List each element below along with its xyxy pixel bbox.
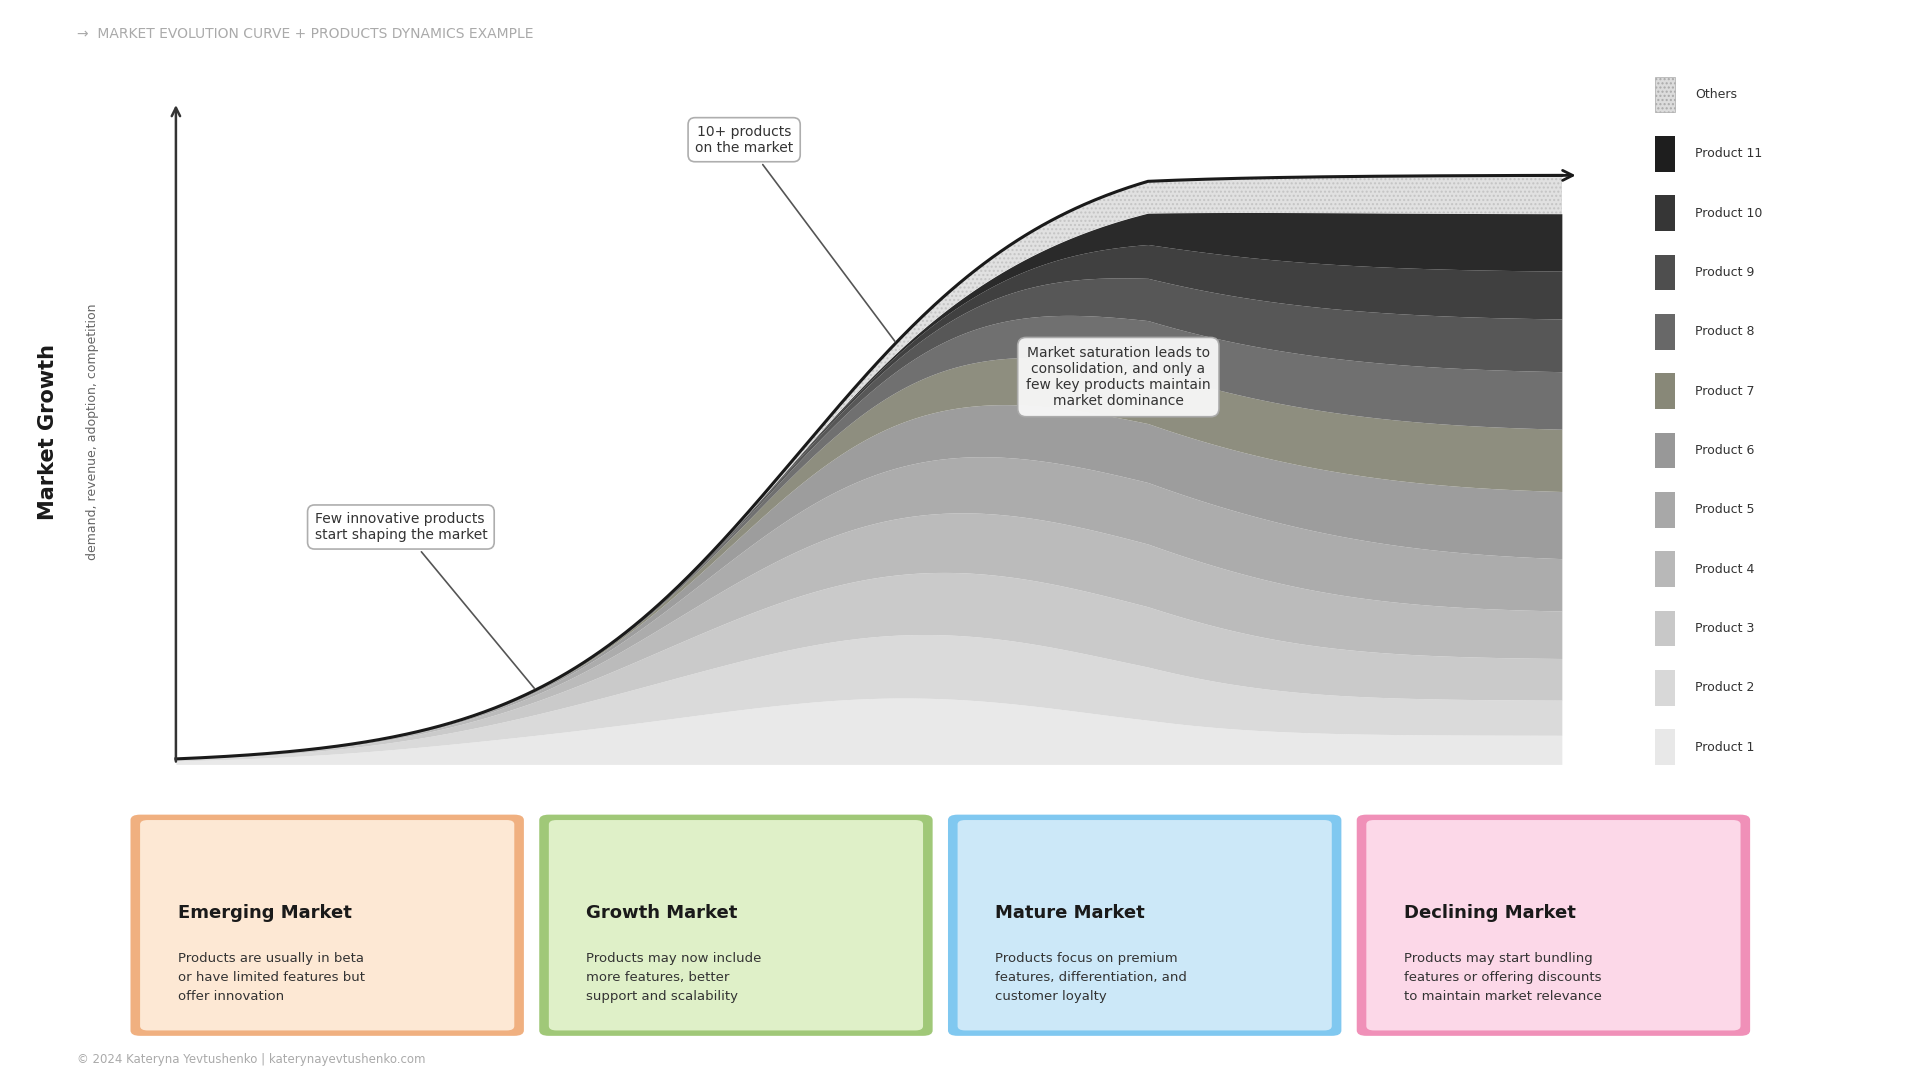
FancyBboxPatch shape bbox=[1656, 195, 1675, 231]
Text: Products may now include
more features, better
support and scalability: Products may now include more features, … bbox=[587, 953, 762, 1003]
Text: Product 2: Product 2 bbox=[1694, 681, 1754, 695]
Text: Declining Market: Declining Market bbox=[1403, 903, 1575, 921]
Text: Products focus on premium
features, differentiation, and
customer loyalty: Products focus on premium features, diff… bbox=[994, 953, 1186, 1003]
Text: Mature Market: Mature Market bbox=[994, 903, 1146, 921]
Text: Product 5: Product 5 bbox=[1694, 503, 1754, 517]
FancyBboxPatch shape bbox=[1656, 551, 1675, 587]
Text: Others: Others bbox=[1694, 87, 1737, 101]
Text: Few innovative products
start shaping the market: Few innovative products start shaping th… bbox=[315, 511, 535, 688]
Text: Product 3: Product 3 bbox=[1694, 622, 1754, 636]
Text: Emerging Market: Emerging Market bbox=[177, 903, 351, 921]
Text: Market saturation leads to
consolidation, and only a
few key products maintain
m: Market saturation leads to consolidation… bbox=[1027, 345, 1211, 408]
FancyBboxPatch shape bbox=[1656, 611, 1675, 646]
FancyBboxPatch shape bbox=[1656, 492, 1675, 528]
FancyBboxPatch shape bbox=[1656, 314, 1675, 350]
Text: Product 11: Product 11 bbox=[1694, 147, 1762, 161]
Text: Products may start bundling
features or offering discounts
to maintain market re: Products may start bundling features or … bbox=[1403, 953, 1602, 1003]
Text: Product 9: Product 9 bbox=[1694, 265, 1754, 279]
Text: →  MARKET EVOLUTION CURVE + PRODUCTS DYNAMICS EXAMPLE: → MARKET EVOLUTION CURVE + PRODUCTS DYNA… bbox=[77, 27, 533, 41]
Text: Market Growth: Market Growth bbox=[38, 343, 58, 520]
Text: Product 6: Product 6 bbox=[1694, 443, 1754, 457]
FancyBboxPatch shape bbox=[1656, 136, 1675, 172]
Text: Growth Market: Growth Market bbox=[587, 903, 737, 921]
Text: Product 4: Product 4 bbox=[1694, 562, 1754, 576]
FancyBboxPatch shape bbox=[1656, 433, 1675, 468]
Text: demand, revenue, adoption, competition: demand, revenue, adoption, competition bbox=[86, 303, 98, 560]
Text: Product 10: Product 10 bbox=[1694, 206, 1764, 220]
FancyBboxPatch shape bbox=[1656, 373, 1675, 409]
Text: © 2024 Kateryna Yevtushenko | katerynayevtushenko.com: © 2024 Kateryna Yevtushenko | katerynaye… bbox=[77, 1053, 426, 1066]
Text: Product 1: Product 1 bbox=[1694, 740, 1754, 754]
Text: Product 7: Product 7 bbox=[1694, 384, 1754, 398]
FancyBboxPatch shape bbox=[1656, 670, 1675, 706]
Text: Product 8: Product 8 bbox=[1694, 325, 1754, 339]
FancyBboxPatch shape bbox=[1656, 255, 1675, 290]
Text: Products are usually in beta
or have limited features but
offer innovation: Products are usually in beta or have lim… bbox=[177, 953, 365, 1003]
FancyBboxPatch shape bbox=[1656, 77, 1675, 112]
FancyBboxPatch shape bbox=[1656, 729, 1675, 765]
Text: 10+ products
on the market: 10+ products on the market bbox=[695, 124, 894, 341]
